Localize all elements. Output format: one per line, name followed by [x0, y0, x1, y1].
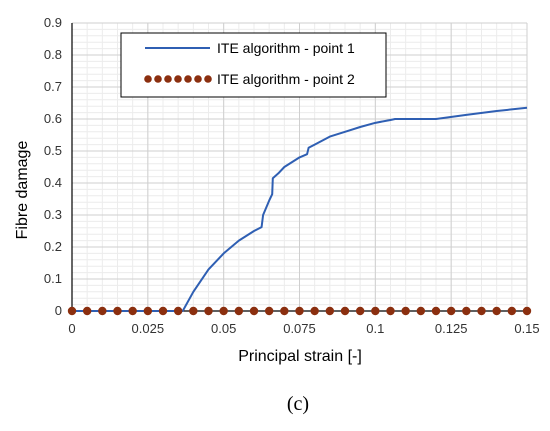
- series-point-point-2: [416, 306, 426, 316]
- x-tick-label: 0.075: [283, 321, 316, 336]
- series-point-point-2: [82, 306, 92, 316]
- series-point-point-2: [310, 306, 319, 316]
- x-tick-label: 0.1: [366, 321, 384, 336]
- legend-dot: [164, 75, 172, 83]
- series-point-point-2: [477, 306, 486, 316]
- series-point-point-2: [219, 306, 228, 316]
- series-point-point-2: [113, 306, 122, 316]
- x-tick-label: 0.025: [132, 321, 165, 336]
- y-tick-label: 0.3: [44, 207, 62, 222]
- series-point-point-2: [143, 306, 153, 316]
- legend-dot: [194, 75, 202, 83]
- series-point-point-2: [522, 306, 532, 316]
- series-point-point-2: [355, 306, 365, 316]
- series-point-point-2: [173, 306, 183, 316]
- legend-swatch-point-2: [144, 75, 212, 83]
- legend-dot: [154, 75, 162, 83]
- series-point-point-2: [431, 306, 441, 316]
- series-point-point-2: [204, 306, 213, 316]
- series-point-point-2: [492, 306, 501, 316]
- series-point-point-2: [249, 306, 259, 316]
- series-point-point-2: [295, 306, 304, 316]
- y-tick-label: 0.6: [44, 111, 62, 126]
- y-tick-label: 0.9: [44, 15, 62, 30]
- series-point-point-2: [371, 306, 380, 316]
- legend-dot: [184, 75, 192, 83]
- series-point-point-2: [264, 306, 274, 316]
- y-tick-label: 0: [55, 303, 62, 318]
- tick-labels: 0 0.025 0.05 0.075 0.1 0.125 0.15 0 0.1 0.2 0.3 0.4…: [44, 15, 540, 336]
- series-point-point-2: [401, 306, 410, 316]
- series-point-point-2: [128, 306, 137, 316]
- x-tick-label: 0: [68, 321, 75, 336]
- legend: ITE algorithm - point 1 ITE algorithm - …: [120, 32, 387, 98]
- legend-dot: [204, 75, 212, 83]
- panel-label: (c): [287, 393, 309, 415]
- legend-label-point-1: ITE algorithm - point 1: [217, 40, 355, 56]
- y-tick-label: 0.5: [44, 143, 62, 158]
- x-tick-label: 0.125: [435, 321, 468, 336]
- series-point-point-2: [340, 306, 350, 316]
- legend-box: [120, 32, 387, 98]
- y-tick-label: 0.7: [44, 79, 62, 94]
- series-point-point-2: [446, 306, 456, 316]
- y-tick-label: 0.4: [44, 175, 62, 190]
- series-layer: [67, 106, 532, 316]
- y-axis-title: Fibre damage: [14, 141, 31, 240]
- legend-dot: [144, 75, 152, 83]
- series-point-point-2: [98, 306, 107, 316]
- series-point-point-2: [158, 306, 168, 316]
- series-point-point-2: [507, 306, 517, 316]
- series-point-point-2: [325, 306, 335, 316]
- series-point-point-2: [189, 306, 198, 316]
- series-point-point-2: [67, 306, 77, 316]
- y-tick-label: 0.8: [44, 47, 62, 62]
- series-point-point-2: [234, 306, 244, 316]
- series-point-point-2: [386, 306, 395, 316]
- series-line-point-1: [72, 106, 528, 312]
- x-tick-label: 0.05: [211, 321, 236, 336]
- series-point-point-2: [280, 306, 289, 316]
- series-point-point-2: [462, 306, 471, 316]
- legend-dot: [174, 75, 182, 83]
- x-axis-title: Principal strain [-]: [238, 348, 362, 365]
- x-tick-label: 0.15: [514, 321, 539, 336]
- y-tick-label: 0.1: [44, 271, 62, 286]
- legend-label-point-2: ITE algorithm - point 2: [217, 71, 355, 87]
- y-tick-label: 0.2: [44, 239, 62, 254]
